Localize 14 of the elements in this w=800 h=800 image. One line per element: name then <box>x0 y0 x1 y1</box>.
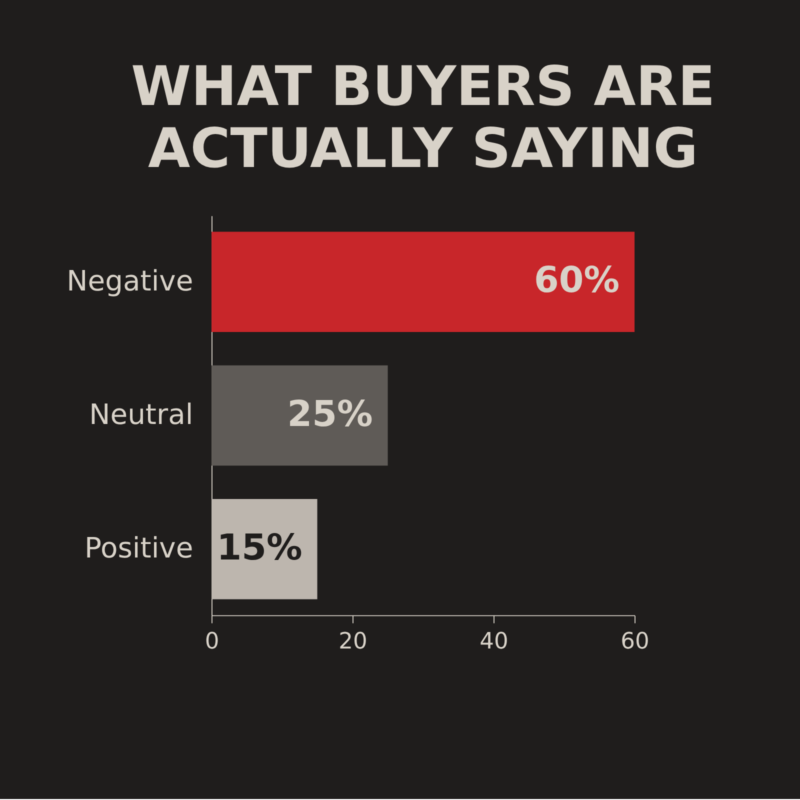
bar <box>212 498 318 600</box>
x-tick-label: 60 <box>620 628 650 655</box>
y-tick-label: Negative <box>66 264 194 298</box>
data-label: 15% <box>216 527 302 568</box>
bar <box>212 365 388 466</box>
data-label: 25% <box>287 394 373 435</box>
x-tick-label: 40 <box>480 628 508 655</box>
x-tick-label: 0 <box>204 628 220 655</box>
y-tick-label: Positive <box>84 532 194 565</box>
chart-title: WHAT BUYERS ARE ACTUALLY SAYING <box>131 54 716 180</box>
data-label: 60% <box>534 260 620 302</box>
x-tick-label: 20 <box>338 628 368 655</box>
y-tick-label: Neutral <box>89 398 194 431</box>
bar <box>212 232 635 332</box>
